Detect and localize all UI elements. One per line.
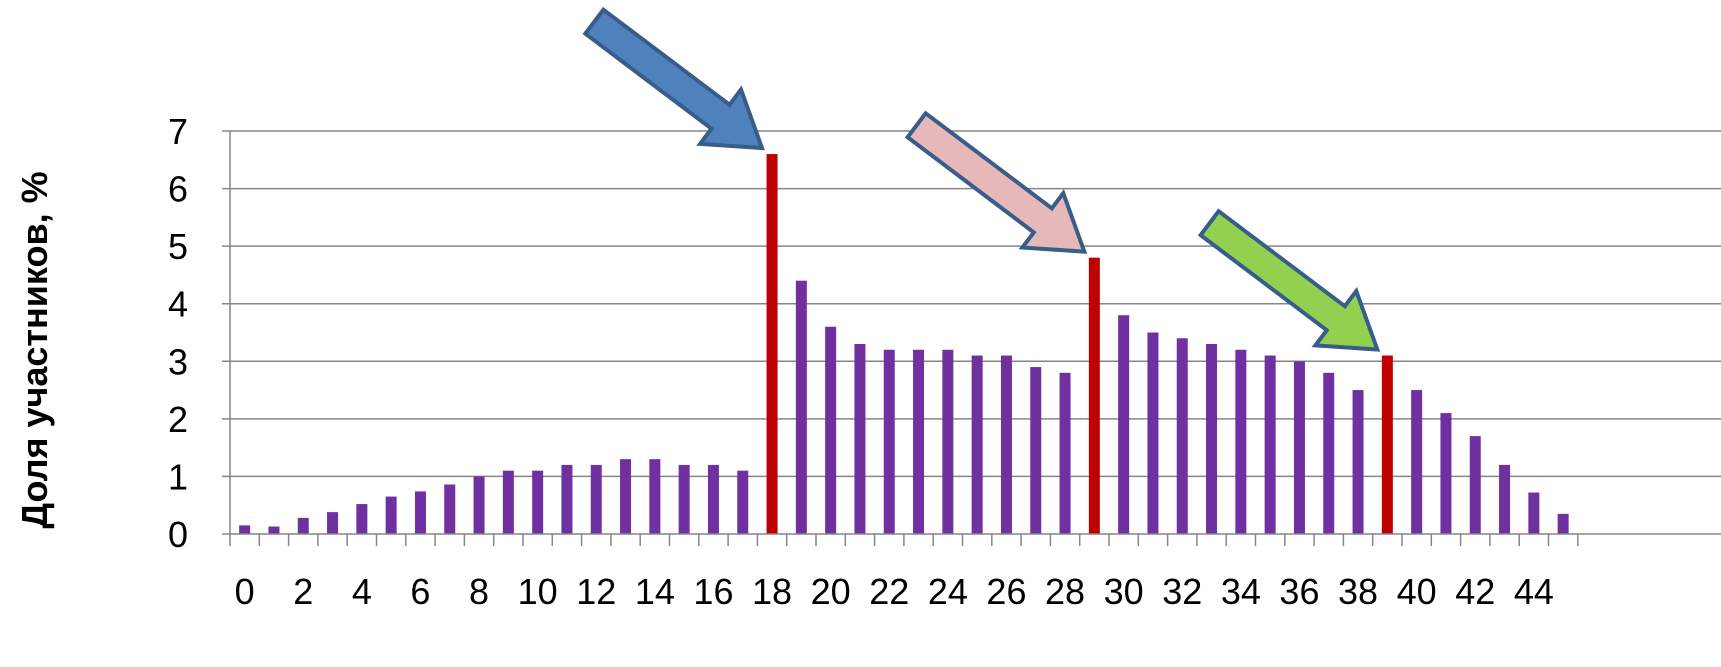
y-tick-labels: 0 1 2 3 4 5 6 7 [168, 111, 188, 555]
annotation-arrows [582, 6, 1381, 352]
y-tick-label: 1 [168, 456, 188, 497]
bar [971, 355, 983, 534]
x-tick-label: 40 [1397, 571, 1437, 612]
bar [356, 504, 368, 534]
bar [795, 280, 807, 534]
x-tick-label: 0 [235, 571, 255, 612]
y-axis-label: Доля участников, % [14, 171, 55, 528]
bar [297, 517, 309, 534]
x-tick-label: 18 [752, 571, 792, 612]
y-tick-label: 2 [168, 399, 188, 440]
bar [502, 470, 514, 534]
bar [649, 459, 661, 534]
bar [1293, 361, 1305, 534]
bar [1499, 464, 1511, 534]
bar [473, 476, 485, 534]
bar [1528, 492, 1540, 534]
x-tick-label: 6 [410, 571, 430, 612]
x-tick-label: 36 [1279, 571, 1319, 612]
y-tick-label: 3 [168, 341, 188, 382]
bar [1440, 413, 1452, 534]
x-tick-label: 42 [1455, 571, 1495, 612]
bar [1469, 436, 1481, 534]
x-tick-label: 22 [869, 571, 909, 612]
x-tick-label: 20 [811, 571, 851, 612]
x-tick-label: 2 [293, 571, 313, 612]
y-tick-label: 6 [168, 169, 188, 210]
bar [1235, 349, 1247, 534]
bar-highlighted [766, 154, 778, 534]
bar [561, 464, 573, 534]
x-tick-label: 28 [1045, 571, 1085, 612]
grid-lines [222, 130, 1721, 478]
x-tick-label: 38 [1338, 571, 1378, 612]
x-tick-label: 12 [576, 571, 616, 612]
bars [239, 154, 1569, 534]
x-tick-label: 34 [1221, 571, 1261, 612]
y-tick-label: 5 [168, 226, 188, 267]
bar [707, 464, 719, 534]
bar [1059, 372, 1071, 534]
x-tick-label: 16 [693, 571, 733, 612]
annotation-arrow [582, 6, 765, 151]
bar [532, 470, 544, 534]
bar-highlighted [1088, 257, 1100, 534]
bar [1352, 390, 1364, 534]
bar [678, 464, 690, 534]
bar [414, 491, 426, 534]
bar [444, 484, 456, 534]
x-tick-label: 4 [352, 571, 372, 612]
x-tick-label: 30 [1104, 571, 1144, 612]
bar-highlighted [1381, 355, 1393, 534]
bar [239, 525, 251, 534]
x-tick-label: 8 [469, 571, 489, 612]
x-tick-label: 24 [928, 571, 968, 612]
axes [222, 131, 1721, 546]
x-tick-label: 10 [518, 571, 558, 612]
x-tick-label: 44 [1514, 571, 1554, 612]
y-tick-label: 0 [168, 514, 188, 555]
bar [1557, 513, 1569, 534]
bar [1176, 338, 1188, 534]
bar [268, 526, 280, 534]
bar [385, 496, 397, 534]
y-tick-label: 4 [168, 284, 188, 325]
bar [1118, 315, 1130, 534]
x-tick-labels: 0 2 4 6 8 10 12 14 16 18 20 22 24 26 28 30 32 34 36 38 40 42 4… [235, 571, 1554, 612]
bar [1206, 344, 1218, 534]
x-tick-label: 32 [1162, 571, 1202, 612]
x-tick-label: 14 [635, 571, 675, 612]
bar [1264, 355, 1276, 534]
bar [854, 344, 866, 534]
bar [590, 464, 602, 534]
bar [883, 349, 895, 534]
annotation-arrow [904, 110, 1088, 254]
bar [737, 470, 749, 534]
annotation-arrow [1197, 208, 1381, 352]
bar [942, 349, 954, 534]
bar [1323, 372, 1335, 534]
bar [1411, 390, 1423, 534]
bar [913, 349, 925, 534]
bar [620, 459, 632, 534]
bar [825, 326, 837, 534]
bar [1147, 332, 1159, 534]
bar [1030, 367, 1042, 534]
y-tick-label: 7 [168, 111, 188, 152]
bar [327, 512, 339, 534]
bar [1000, 355, 1012, 534]
x-tick-label: 26 [986, 571, 1026, 612]
